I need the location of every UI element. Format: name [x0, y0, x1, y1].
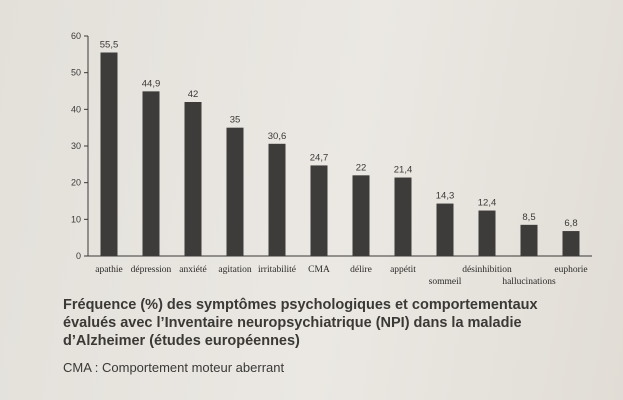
bar-value-label: 22: [356, 162, 367, 173]
bar-value-label: 21,4: [394, 165, 413, 176]
y-tick-label: 10: [71, 214, 81, 224]
bar-value-label: 12,4: [478, 198, 497, 209]
bar-value-label: 42: [188, 89, 199, 100]
bar-value-label: 8,5: [522, 212, 535, 223]
x-category-label: hallucinations: [502, 277, 556, 287]
x-category-label: agitation: [218, 265, 251, 275]
x-category-label: anxiété: [179, 265, 206, 275]
bar: [520, 224, 538, 256]
bars: 55,5 44,9 42 35 30,6 24,7 22 21,4 14,3 12,4 8,5 6,8: [100, 40, 580, 257]
y-tick-label: 30: [71, 141, 81, 151]
bar: [310, 165, 328, 256]
bar: [226, 127, 244, 257]
bar-value-label: 30,6: [268, 131, 287, 142]
x-category-label: dépression: [131, 265, 172, 275]
bar: [352, 175, 370, 256]
bar: [184, 102, 202, 256]
x-category-label: euphorie: [554, 265, 587, 275]
bar-value-label: 14,3: [436, 191, 455, 202]
x-category-label: irritabilité: [258, 265, 296, 275]
bar-value-label: 44,9: [142, 78, 161, 89]
figure-caption: Fréquence (%) des symptômes psychologiqu…: [63, 296, 618, 350]
y-tick-label: 0: [76, 251, 81, 261]
caption-line: évalués avec l’Inventaire neuropsychiatr…: [63, 315, 522, 331]
bar: [562, 231, 580, 256]
caption-line: Fréquence (%) des symptômes psychologiqu…: [63, 297, 538, 313]
y-tick-label: 40: [71, 104, 81, 114]
y-tick-label: 50: [71, 68, 81, 78]
y-tick-label: 20: [71, 178, 81, 188]
bar: [100, 52, 118, 256]
bar: [394, 177, 412, 256]
y-axis: 0 10 20 30 40 50 60: [71, 31, 89, 261]
x-category-label: délire: [350, 265, 372, 275]
bar: [478, 210, 496, 256]
x-category-label: sommeil: [429, 277, 462, 287]
y-tick-label: 60: [71, 31, 81, 41]
bar-value-label: 24,7: [310, 152, 329, 163]
x-category-label: CMA: [308, 265, 330, 275]
x-category-label: apathie: [95, 265, 122, 275]
bar-value-label: 6,8: [564, 218, 577, 229]
bar: [142, 91, 160, 256]
x-axis: apathie dépression anxiété agitation irritab…: [88, 255, 592, 287]
caption-line: d’Alzheimer (études européennes): [63, 333, 300, 349]
bar: [268, 143, 286, 256]
x-category-label: désinhibition: [462, 265, 512, 275]
x-category-label: appétit: [390, 265, 416, 275]
bar: [436, 203, 454, 256]
bar-value-label: 35: [230, 115, 241, 126]
bar-value-label: 55,5: [100, 40, 119, 51]
abbreviation-note: CMA : Comportement moteur aberrant: [63, 360, 285, 375]
